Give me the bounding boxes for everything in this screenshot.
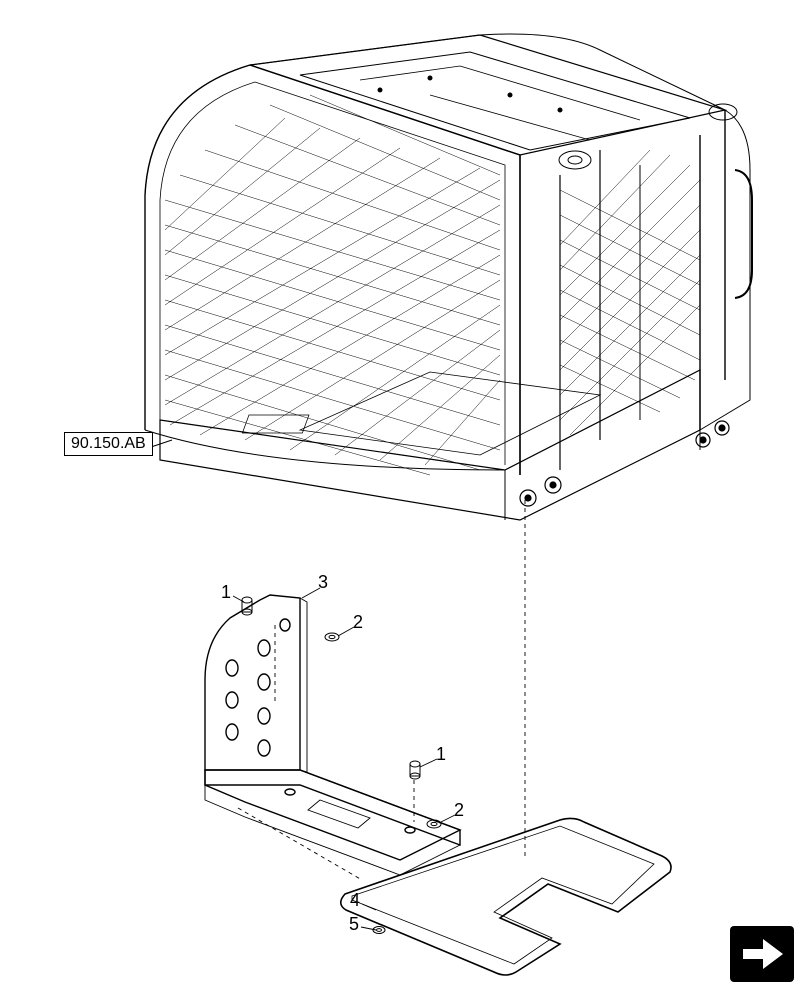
part-2b-washer — [427, 820, 441, 828]
part-1b-bolt — [410, 761, 420, 779]
callout-leaders — [233, 588, 455, 930]
technical-drawing — [0, 0, 812, 1000]
callout-4: 4 — [350, 890, 360, 911]
callout-1b: 1 — [436, 744, 446, 765]
callout-2b: 2 — [454, 800, 464, 821]
cab-assembly — [145, 34, 752, 520]
part-4-gasket — [341, 818, 671, 975]
callout-1a: 1 — [221, 582, 231, 603]
callout-3: 3 — [318, 572, 328, 593]
callout-2a: 2 — [353, 612, 363, 633]
callout-5: 5 — [349, 914, 359, 935]
reference-box: 90.150.AB — [64, 432, 153, 456]
part-3-bracket — [205, 595, 460, 875]
diagram-canvas: 90.150.AB 1 3 2 1 2 4 5 — [0, 0, 812, 1000]
next-page-icon[interactable] — [730, 926, 794, 982]
guide-lines — [238, 500, 525, 880]
part-2a-washer — [325, 633, 339, 641]
